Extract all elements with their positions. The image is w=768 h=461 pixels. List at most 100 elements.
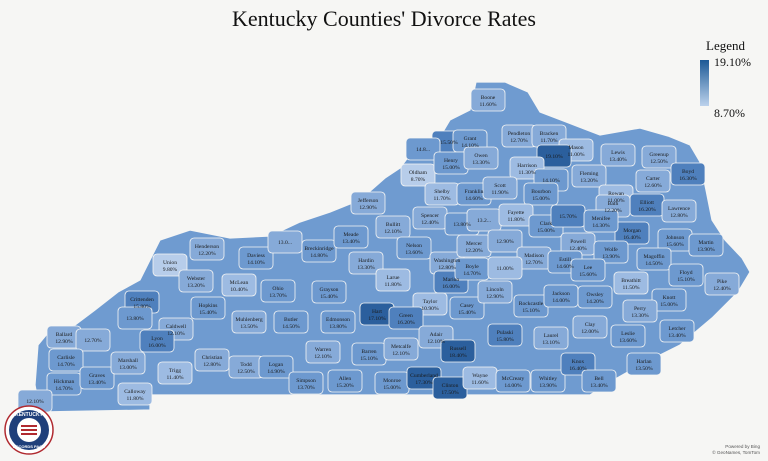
county-name-casey: Casey [460, 303, 474, 309]
county-value-unnamed-16: 14.10% [542, 178, 560, 184]
county-name-floyd: Floyd [679, 270, 692, 276]
county-value-powell-52: 12.40% [569, 246, 587, 252]
county-value-pulaski-95: 15.80% [496, 337, 514, 343]
county-value-floyd-39: 15.10% [677, 277, 695, 283]
county-marshall-103 [110, 351, 146, 375]
county-name-union: Union [163, 260, 177, 266]
county-martin-29 [688, 233, 724, 257]
county-boone-0 [470, 88, 506, 112]
county-name-washington: Washington [434, 258, 461, 264]
county-name-ballard: Ballard [56, 332, 73, 338]
county-value-owen-14: 13.30% [472, 160, 490, 166]
county-name-hardin: Hardin [358, 258, 374, 264]
county-carlisle-100 [48, 348, 84, 372]
county-breckinridge-44 [301, 239, 337, 263]
seal-top-text: KENTUCKY [15, 412, 43, 418]
county-value-graves-102: 13.40% [88, 380, 106, 386]
county-boyd-10 [670, 162, 706, 186]
county-value-harlan-99: 13.50% [635, 366, 653, 372]
county-bell-115 [581, 369, 617, 393]
county-pike-40 [704, 272, 740, 296]
county-value-adair-93: 12.10% [427, 339, 445, 345]
county-value-whitley-113: 13.90% [539, 383, 557, 389]
county-value-larue-59: 11.80% [384, 282, 401, 288]
county-name-shelby: Shelby [434, 189, 450, 195]
county-value-lincoln-76: 12.90% [486, 294, 504, 300]
county-value-webster-55: 13.20% [187, 283, 205, 289]
county-breathitt-65 [613, 271, 649, 295]
county-ohio-57 [260, 279, 296, 303]
county-morgan-27 [614, 221, 650, 245]
county-value-pike-40: 12.40% [713, 286, 731, 292]
county-value-mccreary-112: 14.00% [504, 383, 522, 389]
county-value-breckinridge-44: 14.80% [310, 253, 328, 259]
county-name-barren: Barren [361, 349, 376, 355]
county-name-carter: Carter [646, 176, 660, 182]
county-name-perry: Perry [634, 306, 646, 312]
county-owen-14 [463, 146, 499, 170]
county-name-calloway: Calloway [124, 389, 146, 395]
county-value-unnamed-36: 15.70% [559, 214, 577, 220]
county-value-edmonson-71: 13.80% [329, 324, 347, 330]
county-name-daviess: Daviess [247, 253, 265, 259]
county-value-warren-90: 12.10% [314, 354, 332, 360]
county-name-morgan: Morgan [623, 228, 641, 234]
county-name-lyon: Lyon [151, 336, 163, 342]
county-name-menifee: Menifee [592, 215, 611, 222]
county-whitley-113 [530, 369, 566, 393]
county-value-bath-26: 12.20% [604, 208, 622, 214]
county-value-unnamed-83: 13.80% [126, 316, 144, 322]
county-name-wayne: Wayne [472, 373, 488, 379]
county-pulaski-95 [487, 323, 523, 347]
county-value-fayette-34: 11.80% [507, 217, 524, 223]
county-value-christian-87: 12.80% [203, 362, 221, 368]
county-value-rowan-18: 11.00% [607, 198, 624, 204]
county-value-pendleton-4: 12.70% [510, 138, 528, 144]
county-value-unnamed-1: 15.50% [440, 140, 458, 146]
county-value-lee-64: 15.60% [579, 272, 597, 278]
county-value-bracken-5: 11.70% [540, 138, 557, 144]
legend-title: Legend [706, 38, 745, 53]
county-lincoln-76 [477, 280, 513, 304]
county-name-jefferson: Jefferson [358, 197, 379, 204]
county-name-metcalfe: Metcalfe [391, 343, 411, 350]
county-name-elliott: Elliott [640, 200, 654, 206]
legend-max-value: 19.10% [714, 55, 751, 69]
county-labels: Boone11.60%15.50%14.8...Grant14.10%Pendl… [26, 95, 731, 405]
legend: Legend 19.10% 8.70% [700, 38, 764, 120]
county-lawrence-20 [661, 199, 697, 223]
county-value-hardin-46: 13.30% [357, 265, 375, 271]
county-unnamed-2 [405, 137, 441, 161]
county-name-owsley: Owsley [586, 292, 603, 298]
county-name-mason: Mason [568, 145, 583, 151]
county-value-hart-72: 17.10% [368, 316, 386, 322]
county-simpson-106 [288, 371, 324, 395]
county-name-clay: Clay [585, 322, 596, 328]
county-letcher-81 [659, 319, 695, 343]
county-value-ballard-82: 12.90% [55, 339, 73, 345]
county-value-carlisle-100: 14.70% [57, 362, 75, 368]
credits-line-2: © GeoNames, TomTom [712, 450, 760, 455]
county-name-harlan: Harlan [636, 359, 651, 365]
county-name-christian: Christian [202, 355, 223, 361]
county-value-simpson-106: 13.70% [297, 385, 315, 391]
county-value-calloway-105: 11.80% [126, 396, 143, 402]
county-name-meade: Meade [343, 232, 359, 238]
county-name-spencer: Spencer [421, 213, 439, 219]
county-value-knox-114: 16.40% [569, 366, 587, 372]
county-name-mccreary: McCreary [502, 376, 525, 382]
county-name-grant: Grant [464, 136, 477, 142]
county-value-carter-11: 12.60% [644, 183, 662, 189]
county-value-bullitt-30: 12.10% [384, 229, 402, 235]
county-value-wolfe-53: 13.90% [602, 254, 620, 260]
county-harlan-99 [626, 352, 662, 376]
county-value-lewis-8: 13.40% [609, 157, 627, 163]
county-unnamed-7 [536, 144, 572, 168]
county-name-leslie: Leslie [621, 331, 635, 337]
county-value-jefferson-21: 12.90% [359, 205, 377, 211]
county-value-shelby-22: 11.70% [433, 196, 450, 202]
county-name-marshall: Marshall [118, 358, 138, 364]
county-name-henderson: Henderson [195, 244, 219, 250]
county-allen-107 [327, 369, 363, 393]
county-jefferson-21 [350, 191, 386, 215]
